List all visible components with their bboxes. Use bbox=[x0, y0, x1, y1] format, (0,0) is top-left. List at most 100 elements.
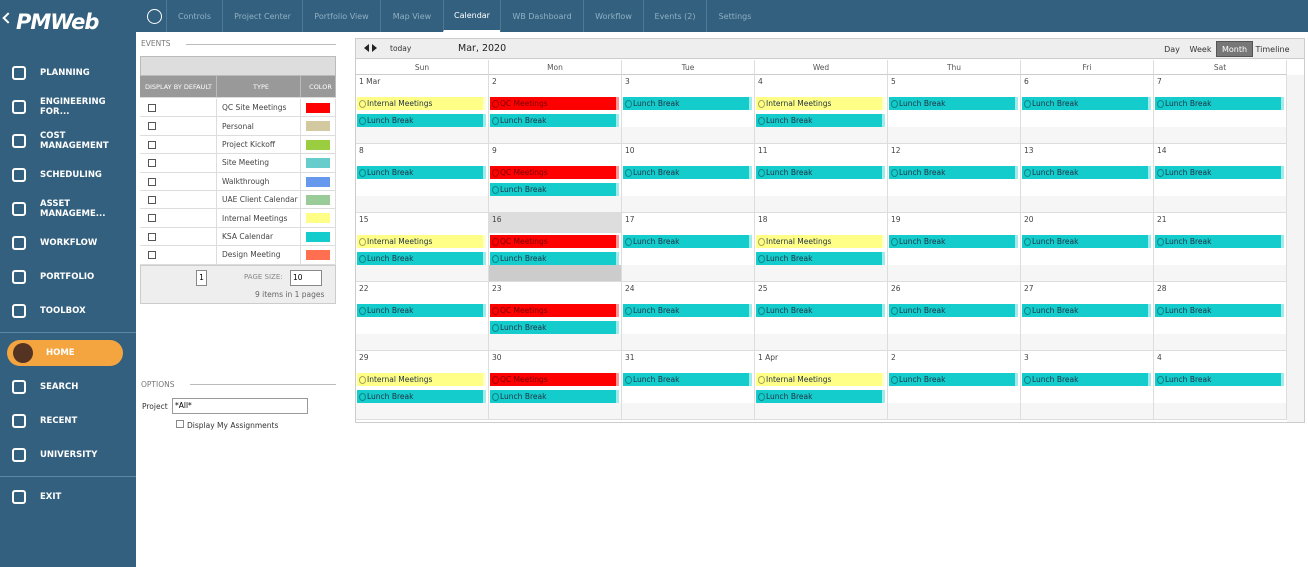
event[interactable]: Lunch Break bbox=[490, 252, 619, 265]
menu-item[interactable]: RECENT bbox=[0, 408, 136, 434]
event[interactable]: Lunch Break bbox=[1022, 304, 1151, 317]
checkbox[interactable] bbox=[148, 214, 156, 223]
day-cell[interactable]: 12 Lunch Break bbox=[888, 144, 1021, 213]
tab[interactable]: Controls bbox=[166, 0, 222, 32]
event[interactable]: Lunch Break bbox=[357, 114, 486, 127]
day-cell[interactable]: 7 Lunch Break bbox=[1154, 75, 1287, 144]
event[interactable]: Lunch Break bbox=[756, 252, 885, 265]
event[interactable]: Internal Meetings bbox=[756, 373, 885, 386]
day-cell[interactable]: 1 Mar Internal Meetings Lunch Break bbox=[356, 75, 489, 144]
day-cell[interactable]: 6 Lunch Break bbox=[1021, 75, 1154, 144]
day-cell[interactable]: 18 Internal Meetings Lunch Break bbox=[755, 213, 888, 282]
day-cell[interactable]: 28 Lunch Break bbox=[1154, 282, 1287, 351]
event[interactable]: Lunch Break bbox=[490, 390, 619, 403]
day-cell[interactable]: 20 Lunch Break bbox=[1021, 213, 1154, 282]
event[interactable]: Lunch Break bbox=[357, 252, 486, 265]
day-cell[interactable]: 16 QC Meetings Lunch Break bbox=[489, 213, 622, 282]
event[interactable]: Lunch Break bbox=[1022, 97, 1151, 110]
event[interactable]: Lunch Break bbox=[889, 97, 1018, 110]
day-cell[interactable]: 13 Lunch Break bbox=[1021, 144, 1154, 213]
day-cell[interactable]: 4 Internal Meetings Lunch Break bbox=[755, 75, 888, 144]
event[interactable]: Lunch Break bbox=[1022, 166, 1151, 179]
event[interactable]: Lunch Break bbox=[357, 166, 486, 179]
day-cell[interactable]: 14 Lunch Break bbox=[1154, 144, 1287, 213]
day-cell[interactable]: 10 Lunch Break bbox=[622, 144, 755, 213]
event[interactable]: Lunch Break bbox=[756, 114, 885, 127]
event[interactable]: Lunch Break bbox=[357, 304, 486, 317]
tab[interactable]: Settings bbox=[706, 0, 763, 32]
day-cell[interactable]: 4 Lunch Break bbox=[1154, 351, 1287, 420]
event[interactable]: Lunch Break bbox=[490, 114, 619, 127]
event[interactable]: Lunch Break bbox=[1022, 235, 1151, 248]
event[interactable]: Lunch Break bbox=[1022, 373, 1151, 386]
event[interactable]: QC Meetings bbox=[490, 373, 619, 386]
page-number[interactable]: 1 bbox=[196, 270, 207, 286]
tab[interactable]: WB Dashboard bbox=[500, 0, 583, 32]
checkbox[interactable] bbox=[148, 196, 156, 204]
event[interactable]: QC Meetings bbox=[490, 97, 619, 110]
page-size[interactable]: 10 bbox=[290, 270, 322, 286]
checkbox[interactable] bbox=[148, 140, 156, 149]
day-cell[interactable]: 9 QC Meetings Lunch Break bbox=[489, 144, 622, 213]
day-cell[interactable]: 29 Internal Meetings Lunch Break bbox=[356, 351, 489, 420]
event[interactable]: Lunch Break bbox=[889, 166, 1018, 179]
tab[interactable]: Map View bbox=[380, 0, 443, 32]
event[interactable]: Internal Meetings bbox=[357, 97, 486, 110]
day-cell[interactable]: 23 QC Meetings Lunch Break bbox=[489, 282, 622, 351]
event[interactable]: Internal Meetings bbox=[756, 97, 885, 110]
checkbox[interactable] bbox=[148, 177, 156, 186]
event[interactable]: Lunch Break bbox=[1155, 373, 1284, 386]
event[interactable]: Internal Meetings bbox=[756, 235, 885, 248]
event[interactable]: Lunch Break bbox=[490, 321, 619, 334]
checkbox[interactable] bbox=[148, 232, 156, 241]
menu-item[interactable]: COST MANAGEMENT bbox=[0, 128, 136, 154]
menu-item[interactable]: PLANNING bbox=[0, 60, 136, 86]
nav-arrows[interactable] bbox=[364, 44, 369, 52]
day-cell[interactable]: 22 Lunch Break bbox=[356, 282, 489, 351]
event[interactable]: Lunch Break bbox=[756, 390, 885, 403]
view-button[interactable]: Week bbox=[1189, 44, 1212, 54]
event[interactable]: Lunch Break bbox=[756, 166, 885, 179]
day-cell[interactable]: 24 Lunch Break bbox=[622, 282, 755, 351]
checkbox[interactable] bbox=[176, 420, 184, 428]
day-cell[interactable]: 21 Lunch Break bbox=[1154, 213, 1287, 282]
event[interactable]: QC Meetings bbox=[490, 166, 619, 179]
day-cell[interactable]: 1 Apr Internal Meetings Lunch Break bbox=[755, 351, 888, 420]
day-cell[interactable]: 27 Lunch Break bbox=[1021, 282, 1154, 351]
event[interactable]: Internal Meetings bbox=[357, 235, 486, 248]
day-cell[interactable]: 25 Lunch Break bbox=[755, 282, 888, 351]
checkbox[interactable] bbox=[148, 251, 156, 260]
tab[interactable]: Workflow bbox=[583, 0, 643, 32]
menu-item[interactable]: ENGINEERING FOR... bbox=[0, 94, 136, 120]
view-button[interactable]: Day bbox=[1164, 44, 1180, 54]
day-cell[interactable]: 15 Internal Meetings Lunch Break bbox=[356, 213, 489, 282]
event[interactable]: Lunch Break bbox=[623, 97, 752, 110]
select[interactable]: *All* bbox=[172, 398, 308, 414]
day-cell[interactable]: 11 Lunch Break bbox=[755, 144, 888, 213]
event[interactable]: Lunch Break bbox=[756, 304, 885, 317]
menu-item[interactable]: WORKFLOW bbox=[0, 230, 136, 256]
event[interactable]: Lunch Break bbox=[889, 304, 1018, 317]
tab[interactable]: Portfolio View bbox=[302, 0, 380, 32]
day-cell[interactable]: 30 QC Meetings Lunch Break bbox=[489, 351, 622, 420]
day-cell[interactable]: 19 Lunch Break bbox=[888, 213, 1021, 282]
event[interactable]: Lunch Break bbox=[623, 235, 752, 248]
event[interactable]: Lunch Break bbox=[623, 166, 752, 179]
event[interactable]: Lunch Break bbox=[623, 304, 752, 317]
day-cell[interactable]: 26 Lunch Break bbox=[888, 282, 1021, 351]
event[interactable]: Lunch Break bbox=[889, 373, 1018, 386]
event[interactable]: Lunch Break bbox=[1155, 235, 1284, 248]
event[interactable]: Internal Meetings bbox=[357, 373, 486, 386]
menu-item[interactable]: ASSET MANAGEME... bbox=[0, 196, 136, 222]
checkbox[interactable] bbox=[148, 104, 156, 112]
checkbox[interactable] bbox=[148, 122, 156, 131]
menu-item[interactable]: PORTFOLIO bbox=[0, 264, 136, 290]
day-cell[interactable]: 17 Lunch Break bbox=[622, 213, 755, 282]
day-cell[interactable]: 2 QC Meetings Lunch Break bbox=[489, 75, 622, 144]
day-cell[interactable]: 3 Lunch Break bbox=[622, 75, 755, 144]
tab[interactable]: Project Center bbox=[222, 0, 302, 32]
tab[interactable]: Events (2) bbox=[643, 0, 706, 32]
today-button[interactable]: today bbox=[390, 44, 412, 53]
day-cell[interactable]: 3 Lunch Break bbox=[1021, 351, 1154, 420]
menu-item[interactable]: SEARCH bbox=[0, 374, 136, 400]
